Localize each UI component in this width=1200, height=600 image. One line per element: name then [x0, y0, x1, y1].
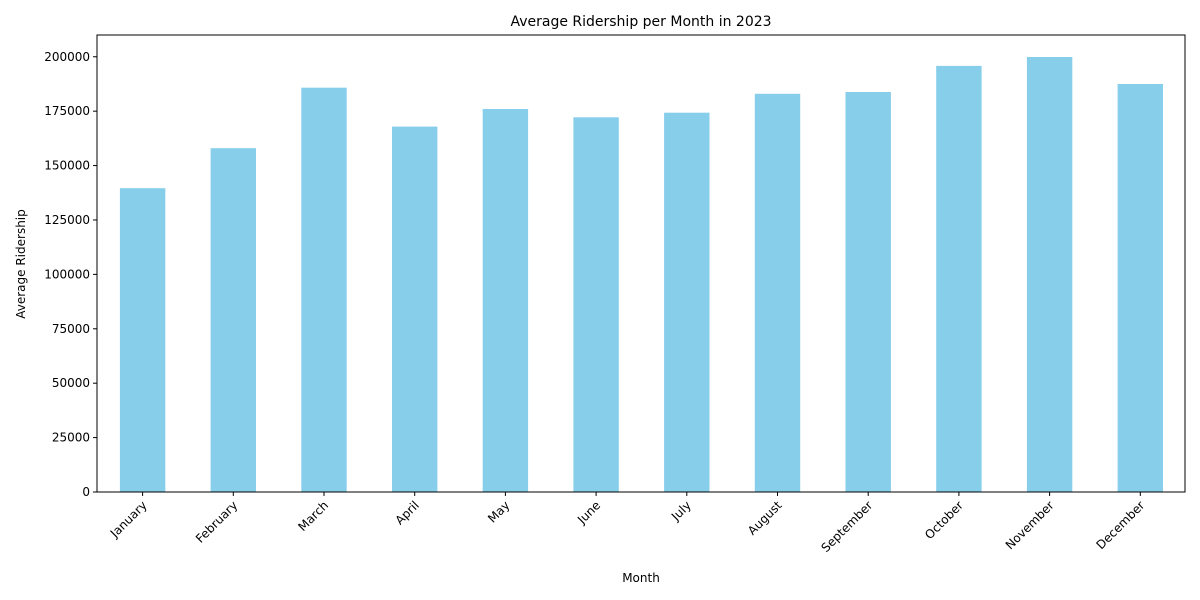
y-tick-label: 25000: [52, 431, 90, 445]
x-tick-label-june: June: [574, 498, 603, 527]
y-tick-label: 0: [82, 485, 90, 499]
x-axis-label: Month: [622, 571, 660, 585]
x-axis-ticks: January February March April May June July Augu…: [107, 492, 1148, 555]
bar-june: [573, 117, 619, 493]
y-tick-label: 50000: [52, 376, 90, 390]
bar-december: [1117, 84, 1163, 492]
x-tick-label-may: May: [485, 498, 512, 525]
bars-layer: [119, 57, 1163, 493]
y-tick-label: 125000: [44, 213, 90, 227]
bar-september: [845, 92, 891, 492]
chart-title: Average Ridership per Month in 2023: [510, 14, 771, 30]
x-tick-label-march: March: [295, 498, 331, 534]
bar-january: [119, 188, 166, 492]
x-tick-label-july: July: [668, 498, 694, 524]
x-tick-label-april: April: [393, 498, 422, 527]
y-tick-label: 75000: [52, 322, 90, 336]
y-axis-label: Average Ridership: [14, 209, 28, 319]
y-axis-ticks: 0 25000 50000 75000 100000 125000 150000 175000…: [44, 50, 97, 499]
x-tick-label-october: October: [922, 498, 966, 542]
x-tick-label-january: January: [107, 498, 150, 541]
x-tick-label-august: August: [745, 498, 785, 538]
bar-march: [301, 87, 347, 492]
x-tick-label-september: September: [819, 498, 876, 555]
x-tick-label-february: February: [193, 498, 241, 546]
y-tick-label: 100000: [44, 267, 90, 281]
bar-august: [754, 93, 801, 493]
bar-may: [482, 109, 529, 492]
y-tick-label: 200000: [44, 50, 90, 64]
bar-november: [1026, 57, 1073, 492]
bar-july: [664, 112, 710, 492]
x-tick-label-december: December: [1094, 498, 1148, 552]
bar-april: [392, 126, 438, 492]
y-tick-label: 150000: [44, 159, 90, 173]
plot-frame: [96, 34, 1186, 493]
bar-february: [210, 148, 256, 492]
y-tick-label: 175000: [44, 104, 90, 118]
bar-october: [936, 65, 982, 493]
x-tick-label-november: November: [1003, 498, 1057, 552]
